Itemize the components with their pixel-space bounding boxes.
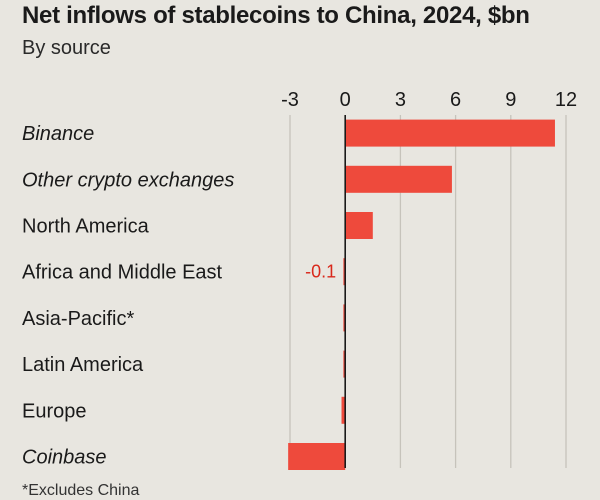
footnote: *Excludes China <box>22 482 140 499</box>
category-label-other-crypto-exchanges: Other crypto exchanges <box>22 169 234 191</box>
bar-africa-and-middle-east <box>343 258 346 286</box>
x-tick-label: 0 <box>340 89 351 111</box>
x-tick-label: -3 <box>281 89 299 111</box>
bar-coinbase <box>288 443 346 470</box>
bar-other-crypto-exchanges <box>345 165 452 193</box>
chart-title: Net inflows of stablecoins to China, 202… <box>22 2 530 29</box>
bar-latin-america <box>343 350 346 378</box>
category-label-latin-america: Latin America <box>22 354 144 376</box>
bar-europe <box>341 396 346 424</box>
bar-binance <box>345 119 555 147</box>
category-label-north-america: North America <box>22 216 150 238</box>
category-label-europe: Europe <box>22 400 87 422</box>
x-tick-labels: -3 0 3 6 9 12 <box>281 89 577 111</box>
category-label-africa-and-middle-east: Africa and Middle East <box>22 262 223 284</box>
category-labels: Binance Other crypto exchanges North Ameri… <box>22 123 234 468</box>
data-label-africa-and-middle-east: -0.1 <box>305 262 336 282</box>
x-tick-label: 9 <box>505 89 516 111</box>
x-tick-label: 3 <box>395 89 406 111</box>
category-label-binance: Binance <box>22 123 94 145</box>
chart-subtitle: By source <box>22 37 111 59</box>
bar-asia-pacific <box>343 304 346 332</box>
category-label-asia-pacific: Asia-Pacific* <box>22 308 134 330</box>
x-tick-label: 6 <box>450 89 461 111</box>
bars <box>288 119 555 470</box>
category-label-coinbase: Coinbase <box>22 447 107 469</box>
x-tick-label: 12 <box>555 89 577 111</box>
bar-north-america <box>345 212 373 239</box>
data-labels: -0.1 <box>305 262 336 282</box>
